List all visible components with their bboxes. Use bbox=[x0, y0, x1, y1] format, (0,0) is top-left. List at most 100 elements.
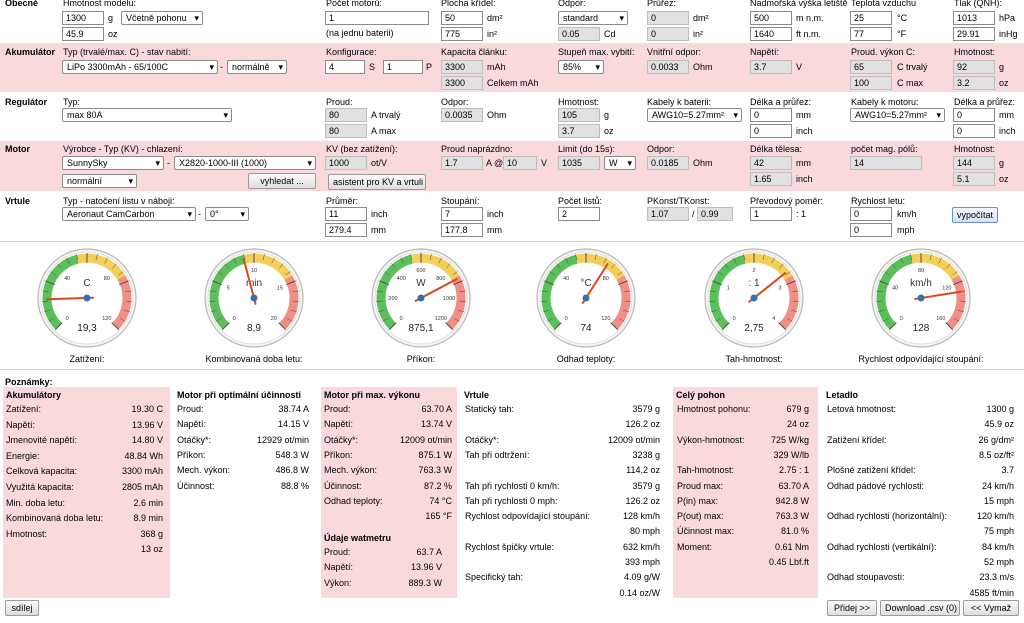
altitude-ft-input[interactable]: 1640 bbox=[750, 27, 792, 41]
result-value: 38.74 A bbox=[278, 404, 309, 414]
drag-mode-select[interactable]: standard bbox=[558, 11, 628, 25]
power-limit-unit-select[interactable]: W bbox=[604, 156, 636, 170]
result-value: 88.8 % bbox=[280, 480, 309, 491]
gear-ratio-input[interactable]: 1 bbox=[750, 207, 792, 221]
drag-label: Odpor: bbox=[558, 0, 586, 8]
weight-g-input[interactable]: 1300 bbox=[62, 11, 104, 25]
temperature-c-input[interactable]: 25 bbox=[850, 11, 892, 25]
wing-area-dm2-input[interactable]: 50 bbox=[441, 11, 483, 25]
share-button[interactable]: sdílej bbox=[5, 600, 39, 616]
blades-label: Počet listů: bbox=[558, 196, 603, 206]
result-value: 63.70 A bbox=[421, 404, 452, 414]
motor-cooling-select[interactable]: normální bbox=[62, 174, 137, 188]
esc-resistance-label: Odpor: bbox=[441, 97, 469, 107]
total-capacity-value: 3300 bbox=[441, 76, 483, 90]
config-p-input[interactable]: 1 bbox=[383, 60, 423, 74]
motor-resistance-unit: Ohm bbox=[693, 158, 713, 168]
gauge-tick bbox=[878, 309, 884, 313]
kv-assistant-button[interactable]: asistent pro KV a vrtuli bbox=[328, 174, 426, 190]
gauge-tick-label: 80 bbox=[603, 276, 609, 282]
gauge-caption: Příkon: bbox=[406, 354, 436, 364]
prop-type-select[interactable]: Aeronaut CamCarbon bbox=[62, 207, 196, 221]
result-label: Odhad rychlosti (vertikální): bbox=[827, 541, 937, 552]
weight-oz-input[interactable]: 45.9 bbox=[62, 27, 104, 41]
result-value: 120 km/h bbox=[976, 511, 1014, 522]
gauge-tick-label: 200 bbox=[388, 296, 397, 302]
result-value: 81.0 % bbox=[780, 526, 809, 537]
calculate-button[interactable]: vypočítat bbox=[952, 207, 998, 223]
gauge-caption: Kombinovaná doba letu: bbox=[205, 354, 303, 364]
altitude-m-input[interactable]: 500 bbox=[750, 11, 792, 25]
battery-cable-in-unit: inch bbox=[796, 126, 813, 136]
prop-diameter-in-input[interactable]: 11 bbox=[325, 207, 367, 221]
gauge-tick bbox=[891, 263, 896, 269]
motor-weight-g-unit: g bbox=[999, 158, 1005, 168]
download-csv-button[interactable]: Download .csv (0) bbox=[880, 600, 960, 616]
pressure-hpa-input[interactable]: 1013 bbox=[953, 11, 995, 25]
battery-cable-select[interactable]: AWG10=5.27mm² bbox=[647, 108, 742, 122]
drag-cd-unit: Cd bbox=[604, 29, 616, 39]
motor-cable-mm-input[interactable]: 0 bbox=[953, 108, 995, 122]
weight-mode-select[interactable]: Včetně pohonu bbox=[121, 11, 203, 25]
gauge-tick bbox=[454, 318, 460, 322]
discharge-select[interactable]: 85% bbox=[558, 60, 604, 74]
prop-pitch-in-input[interactable]: 7 bbox=[441, 207, 483, 221]
result-value: 0.14 oz/W bbox=[619, 587, 660, 598]
battery-cable-mm-input[interactable]: 0 bbox=[750, 108, 792, 122]
results-motor-optimal-title: Motor při optimální účinnosti bbox=[177, 390, 301, 400]
config-s-input[interactable]: 4 bbox=[325, 60, 365, 74]
gauge-tick bbox=[438, 257, 442, 264]
internal-resistance-label: Vnitřní odpor: bbox=[647, 47, 702, 57]
battery-type-select[interactable]: LiPo 3300mAh - 65/100C bbox=[62, 60, 218, 74]
blades-input[interactable]: 2 bbox=[558, 207, 600, 221]
row-general: Obecné Hmotnost modelu: 1300 g Včetně po… bbox=[0, 0, 1024, 42]
gauge: 0 1 2 3 4: 1 2,75 bbox=[699, 248, 809, 348]
result-value: 26 g/dm² bbox=[978, 434, 1014, 445]
esc-weight-oz-unit: oz bbox=[604, 126, 614, 136]
gauge-tick bbox=[575, 254, 578, 261]
c-rating-label: Proud. výkon C: bbox=[851, 47, 916, 57]
gauge-value: 74 bbox=[580, 323, 592, 334]
motor-cable-in-input[interactable]: 0 bbox=[953, 124, 995, 138]
result-value: 87.2 % bbox=[423, 480, 452, 491]
result-value: 13.74 V bbox=[420, 419, 452, 430]
pressure-inhg-input[interactable]: 29.91 bbox=[953, 27, 995, 41]
result-label: Napětí: bbox=[324, 562, 354, 573]
wing-area-in2-input[interactable]: 775 bbox=[441, 27, 483, 41]
motor-maker-select[interactable]: SunnySky bbox=[62, 156, 164, 170]
result-value: 3579 g bbox=[632, 404, 660, 414]
prop-angle-select[interactable]: 0° bbox=[205, 207, 249, 221]
motor-resistance-label: Odpor: bbox=[647, 144, 675, 154]
result-label: Proud max: bbox=[677, 480, 724, 491]
gauge-tick bbox=[382, 318, 388, 322]
poles-value: 14 bbox=[850, 156, 922, 170]
motor-weight-oz-unit: oz bbox=[999, 174, 1009, 184]
battery-state-select[interactable]: normálně bbox=[227, 60, 287, 74]
result-label: P(in) max: bbox=[677, 495, 719, 506]
motor-search-button[interactable]: vyhledat ... bbox=[248, 173, 316, 189]
gauge-tick-label: 5 bbox=[227, 285, 230, 291]
flight-speed-mph-input[interactable]: 0 bbox=[850, 223, 892, 237]
gauge-tick bbox=[771, 257, 775, 264]
clear-button[interactable]: << Vymaž bbox=[963, 600, 1019, 616]
gauge-tick bbox=[388, 322, 397, 331]
gauge-tick bbox=[712, 280, 722, 286]
gauge-tick bbox=[884, 271, 890, 276]
battery-cable-in-input[interactable]: 0 bbox=[750, 124, 792, 138]
motor-model-select[interactable]: X2820-1000-III (1000) bbox=[174, 156, 316, 170]
temperature-f-input[interactable]: 77 bbox=[850, 27, 892, 41]
prop-pitch-mm-input[interactable]: 177.8 bbox=[441, 223, 483, 237]
idle-current-label: Proud naprázdno: bbox=[441, 144, 513, 154]
add-button[interactable]: Přidej >> bbox=[827, 600, 877, 616]
gauge-tick bbox=[292, 290, 299, 293]
motor-cable-select[interactable]: AWG10=5.27mm² bbox=[850, 108, 945, 122]
result-label: Tah při rychlosti 0 mph: bbox=[465, 495, 558, 506]
motor-length-mm-value: 42 bbox=[750, 156, 792, 170]
pressure-inhg-unit: inHg bbox=[999, 29, 1018, 39]
flight-speed-kmh-input[interactable]: 0 bbox=[850, 207, 892, 221]
result-label: Energie: bbox=[6, 450, 40, 461]
prop-diameter-mm-input[interactable]: 279.4 bbox=[325, 223, 367, 237]
motors-input[interactable]: 1 bbox=[325, 11, 429, 25]
esc-type-select[interactable]: max 80A bbox=[62, 108, 232, 122]
gauge-dial: 0 200 400 600 800 1000 1200 W 875,1 bbox=[371, 248, 471, 348]
